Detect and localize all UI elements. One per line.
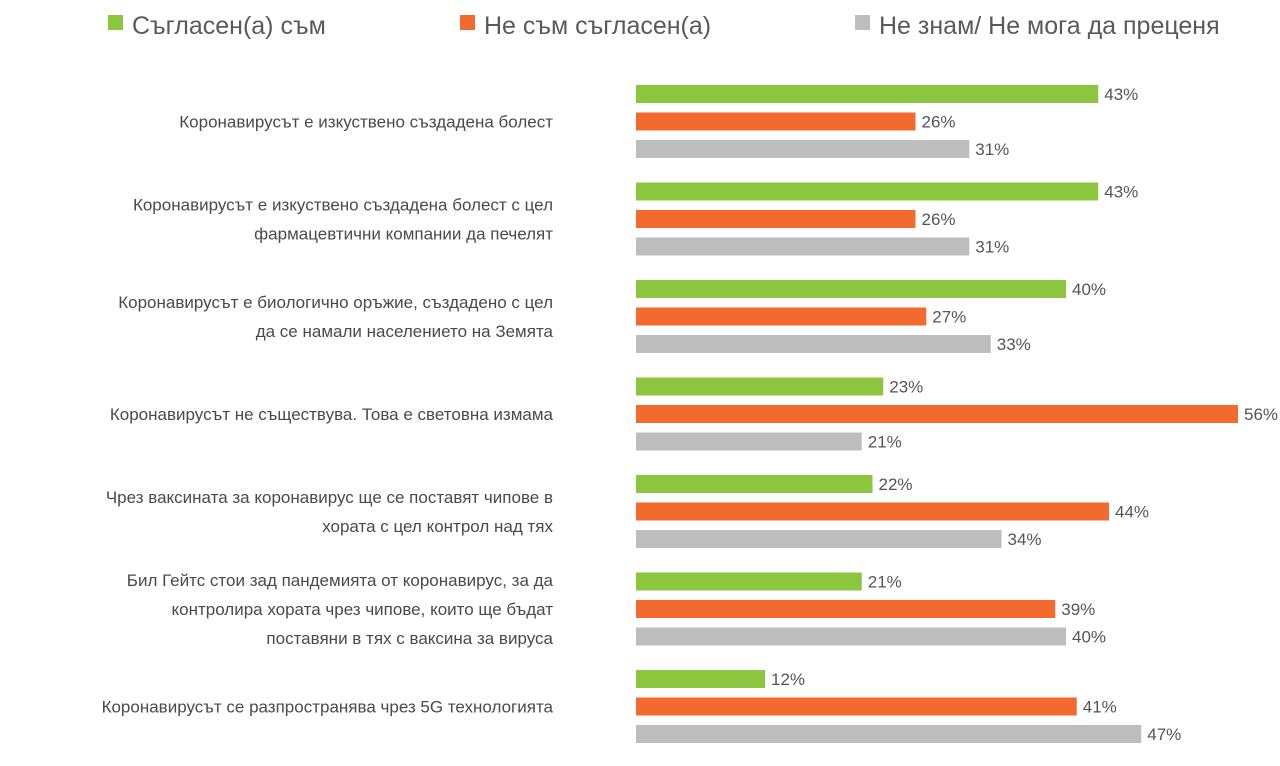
data-label-agree: 43% bbox=[1104, 85, 1138, 104]
bar-disagree bbox=[636, 502, 1109, 521]
legend-label-agree: Съгласен(а) съм bbox=[132, 12, 326, 40]
bar-dont_know bbox=[636, 432, 862, 451]
category-labels: Коронавирусът е изкуствено създадена бол… bbox=[102, 113, 554, 717]
bar-disagree bbox=[636, 697, 1077, 716]
data-label-disagree: 26% bbox=[922, 113, 956, 132]
data-label-disagree: 26% bbox=[922, 210, 956, 229]
bar-disagree bbox=[636, 307, 927, 326]
bar-dont_know bbox=[636, 725, 1142, 743]
category-label: Коронавирусът се разпространява чрез 5G … bbox=[102, 698, 554, 717]
category-label: Коронавирусът е изкуствено създадена бол… bbox=[133, 196, 553, 244]
legend-label-disagree: Не съм съгласен(а) bbox=[484, 12, 711, 40]
data-label-agree: 22% bbox=[879, 475, 913, 494]
bar-disagree bbox=[636, 405, 1238, 423]
bar-agree bbox=[636, 85, 1099, 103]
data-label-disagree: 44% bbox=[1115, 503, 1149, 522]
bar-agree bbox=[636, 572, 862, 591]
bar-dont_know bbox=[636, 140, 970, 158]
data-label-disagree: 27% bbox=[932, 308, 966, 327]
bar-agree bbox=[636, 280, 1066, 298]
data-label-agree: 43% bbox=[1104, 183, 1138, 202]
data-label-dont_know: 31% bbox=[975, 238, 1009, 257]
bar-dont_know bbox=[636, 627, 1066, 646]
data-labels: 43% 26% 31% 43% 26% 31% 40% 27% 33% 23% 56% 21% 22% 4… bbox=[771, 85, 1278, 744]
bar-disagree bbox=[636, 112, 916, 131]
data-label-agree: 12% bbox=[771, 670, 805, 689]
bar-dont_know bbox=[636, 530, 1002, 548]
data-label-disagree: 39% bbox=[1061, 600, 1095, 619]
bar-disagree bbox=[636, 600, 1056, 618]
legend-swatch-agree bbox=[108, 15, 123, 30]
data-label-agree: 23% bbox=[889, 378, 923, 397]
data-label-agree: 40% bbox=[1072, 280, 1106, 299]
bar-dont_know bbox=[636, 237, 970, 256]
data-label-disagree: 56% bbox=[1244, 405, 1278, 424]
data-label-dont_know: 47% bbox=[1147, 725, 1181, 744]
data-label-dont_know: 40% bbox=[1072, 628, 1106, 647]
legend-swatch-dont_know bbox=[855, 15, 870, 30]
category-label: Коронавирусът е биологично оръжие, създа… bbox=[118, 293, 553, 341]
legend: Съгласен(а) съм Не съм съгласен(а) Не знам… bbox=[108, 12, 1220, 40]
legend-swatch-disagree bbox=[460, 15, 475, 30]
bar-dont_know bbox=[636, 335, 991, 353]
data-label-dont_know: 21% bbox=[868, 433, 902, 452]
bar-agree bbox=[636, 377, 884, 396]
category-label: Чрез ваксината за коронавирус ще се пост… bbox=[106, 488, 554, 536]
data-label-dont_know: 33% bbox=[997, 335, 1031, 354]
data-label-dont_know: 31% bbox=[975, 140, 1009, 159]
category-label: Бил Гейтс стои зад пандемията от коронав… bbox=[127, 571, 554, 648]
data-label-agree: 21% bbox=[868, 573, 902, 592]
bar-agree bbox=[636, 670, 765, 688]
data-label-disagree: 41% bbox=[1083, 698, 1117, 717]
bar-agree bbox=[636, 475, 873, 493]
legend-label-dont_know: Не знам/ Не мога да преценя bbox=[879, 12, 1220, 40]
bar-agree bbox=[636, 182, 1099, 201]
bars bbox=[636, 85, 1238, 743]
data-label-dont_know: 34% bbox=[1008, 530, 1042, 549]
category-label: Коронавирусът не съществува. Това е свет… bbox=[110, 405, 554, 424]
bar-disagree bbox=[636, 210, 916, 228]
category-label: Коронавирусът е изкуствено създадена бол… bbox=[179, 113, 553, 132]
